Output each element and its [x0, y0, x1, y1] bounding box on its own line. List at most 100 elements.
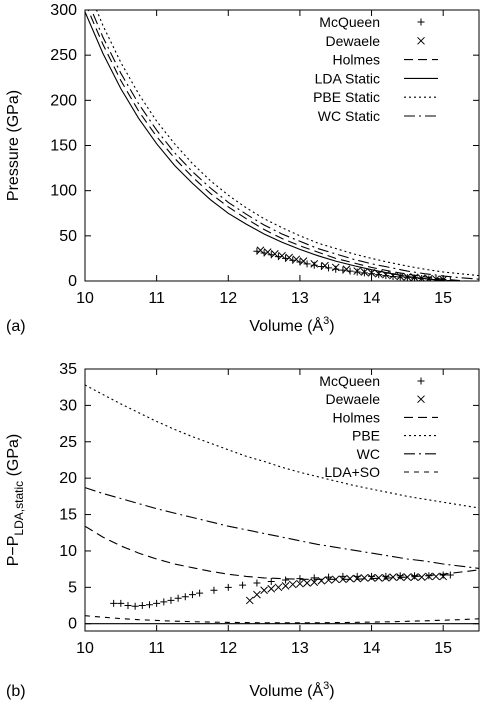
y-tick-label: 25 [59, 434, 77, 451]
data-point [331, 263, 340, 272]
panel-label: (b) [6, 683, 26, 700]
data-point [368, 270, 376, 278]
legend-label: PBE Static [313, 89, 380, 105]
y-axis-label: P−PLDA,static (GPa) [5, 434, 26, 567]
data-point [245, 596, 254, 605]
x-axis-label-sup: 3 [323, 680, 329, 692]
legend-label: Holmes [333, 409, 380, 425]
data-point [110, 599, 118, 607]
plot-frame [84, 368, 480, 632]
data-point [360, 268, 369, 276]
data-point [303, 579, 311, 587]
data-point [410, 573, 419, 581]
data-point [181, 593, 189, 601]
data-point [389, 573, 397, 581]
series-pbe-line [85, 384, 479, 509]
y-tick-label: 100 [50, 183, 77, 200]
data-point [374, 574, 383, 582]
data-point [375, 271, 383, 279]
x-axis-label: Volume (Å3) [249, 680, 334, 700]
data-point [439, 571, 447, 579]
data-point [160, 598, 168, 606]
x-axis-label-sup: 3 [323, 315, 329, 327]
data-point [131, 602, 139, 610]
data-point [210, 586, 218, 594]
data-point [446, 571, 454, 579]
data-point [367, 574, 376, 582]
y-tick-label: 30 [59, 397, 77, 414]
x-tick-label: 12 [219, 290, 237, 307]
series-group [85, 384, 479, 625]
x-axis-label-close: ) [329, 683, 334, 700]
data-point [267, 578, 275, 586]
legend-label: WC Static [318, 108, 380, 124]
data-point [138, 602, 146, 610]
data-point [432, 572, 440, 581]
data-point [303, 260, 311, 268]
data-point [353, 267, 362, 275]
legend-label: LDA Static [315, 70, 380, 86]
y-axis-label-tail: (GPa) [5, 434, 22, 481]
data-point [174, 594, 182, 602]
y-tick-label: 20 [59, 470, 77, 487]
data-point [282, 576, 290, 584]
data-point [324, 576, 333, 584]
x-axis-label-main: Volume (Å [249, 681, 323, 700]
data-point [353, 574, 362, 583]
series-group [85, 10, 479, 281]
panel-b: 10 11 12 13 14 15 0 5 10 15 20 25 30 35 Volume (Å3) P−P… [5, 361, 480, 700]
data-point [342, 265, 351, 274]
y-tick-label: 0 [68, 273, 77, 290]
data-point [124, 602, 132, 610]
data-point [292, 255, 301, 264]
data-point [188, 591, 196, 599]
data-point [270, 250, 279, 258]
legend-label: PBE [352, 428, 380, 444]
data-point [224, 583, 232, 591]
series-dewaele [245, 572, 448, 605]
x-tick-label: 13 [291, 290, 309, 307]
data-point [425, 572, 433, 581]
x-tick-label: 14 [363, 290, 381, 307]
data-point [274, 583, 283, 592]
legend-label: Holmes [333, 52, 380, 68]
legend: McQueen Dewaele Holmes LDA Static PBE Static… [313, 14, 438, 124]
data-point [117, 599, 125, 607]
y-tick-label: 150 [50, 138, 77, 155]
y-tick-label: 200 [50, 92, 77, 109]
x-tick-label: 11 [148, 640, 165, 657]
y-tick-label: 250 [50, 47, 77, 64]
data-point [353, 268, 361, 276]
data-point [267, 584, 276, 593]
data-point [167, 596, 175, 604]
legend-marker [417, 36, 425, 45]
data-point [396, 572, 404, 580]
data-point [278, 251, 286, 260]
legend-label: Dewaele [326, 33, 381, 49]
plot-frame [84, 9, 480, 282]
data-point [310, 574, 318, 582]
y-tick-label: 35 [59, 361, 77, 378]
data-point [296, 575, 304, 583]
data-point [382, 572, 390, 580]
y-tick-label: 50 [59, 228, 77, 245]
data-point [260, 586, 268, 595]
series-lda-so-line [85, 615, 479, 624]
data-point [296, 579, 304, 588]
data-point [153, 599, 161, 607]
data-point [432, 275, 440, 281]
data-point [196, 589, 204, 597]
data-point [346, 574, 354, 583]
series-lda-static-line [85, 11, 453, 281]
series-pbe-static-line [95, 10, 479, 277]
data-point [403, 573, 412, 581]
x-axis-label-close: ) [329, 318, 334, 335]
data-point [382, 272, 390, 280]
data-point [239, 581, 247, 589]
data-point [310, 259, 319, 268]
data-point [263, 248, 272, 256]
data-point [145, 601, 153, 609]
legend-label: LDA+SO [324, 464, 380, 480]
y-axis-label-sub: LDA,static [12, 481, 26, 536]
legend: McQueen Dewaele Holmes PBE WC LDA+SO [319, 373, 438, 480]
